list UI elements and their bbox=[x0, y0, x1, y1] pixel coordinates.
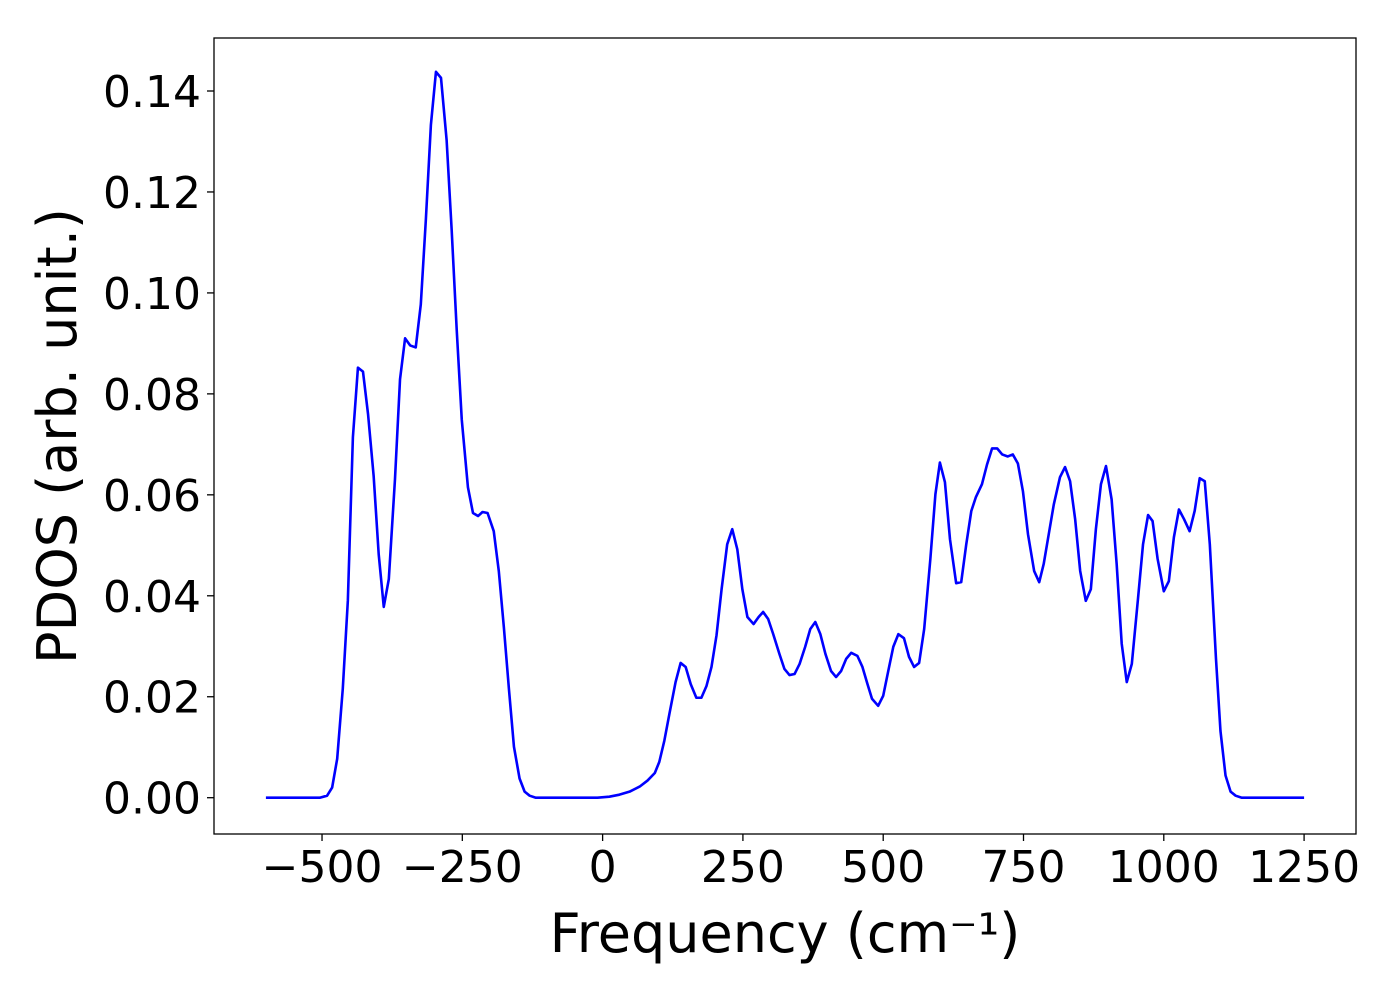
x-tick-label: 1000 bbox=[1108, 842, 1220, 893]
x-tick-label: −500 bbox=[262, 842, 383, 893]
y-tick-label: 0.02 bbox=[103, 673, 201, 724]
x-tick-label: 1250 bbox=[1248, 842, 1360, 893]
y-tick-label: 0.12 bbox=[103, 168, 201, 219]
x-tick-label: 500 bbox=[841, 842, 925, 893]
x-tick-label: 0 bbox=[589, 842, 617, 893]
x-tick-label: 250 bbox=[701, 842, 785, 893]
plot-frame bbox=[213, 37, 1357, 835]
y-tick-label: 0.08 bbox=[103, 370, 201, 421]
y-tick-label: 0.00 bbox=[103, 774, 201, 825]
y-axis-label: PDOS (arb. unit.) bbox=[26, 208, 89, 664]
data-line bbox=[265, 70, 1305, 800]
x-tick-label: −250 bbox=[402, 842, 523, 893]
x-tick-label: 750 bbox=[982, 842, 1066, 893]
y-tick-label: 0.10 bbox=[103, 269, 201, 320]
y-tick-label: 0.04 bbox=[103, 572, 201, 623]
y-tick-label: 0.14 bbox=[103, 67, 201, 118]
y-tick-label: 0.06 bbox=[103, 471, 201, 522]
x-axis-label: Frequency (cm⁻¹) bbox=[550, 902, 1021, 965]
